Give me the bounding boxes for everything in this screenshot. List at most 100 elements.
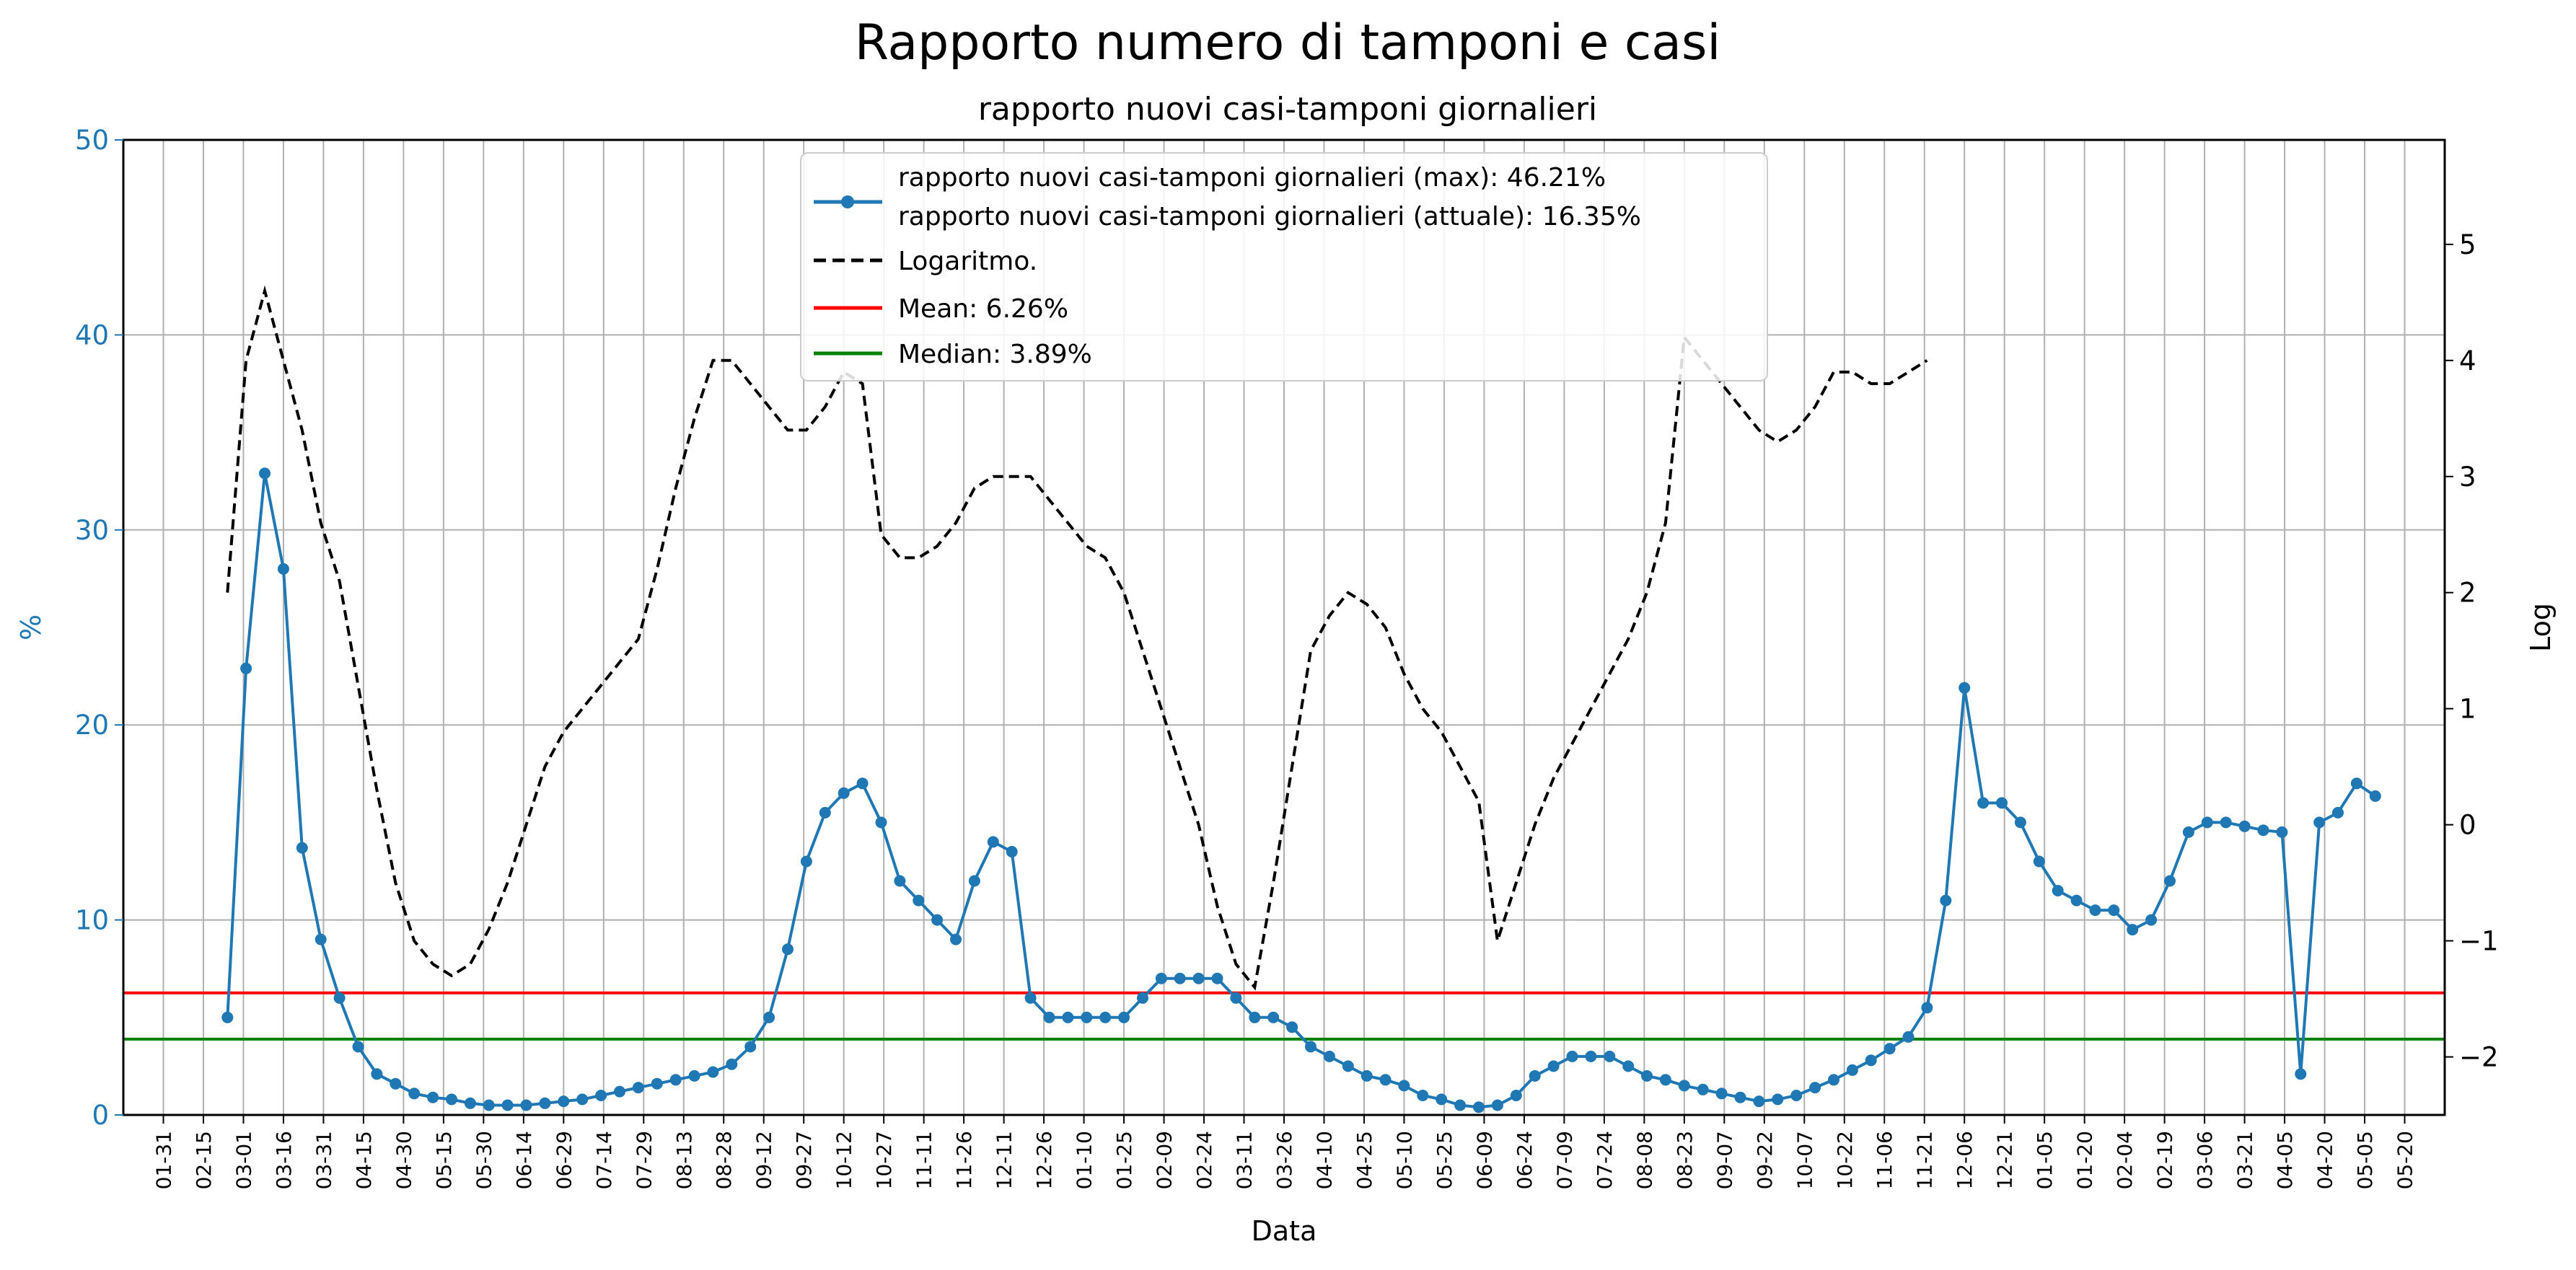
x-tick-label: 02-19	[2153, 1131, 2177, 1189]
ratio-point	[1398, 1080, 1410, 1092]
x-tick-label: 10-12	[832, 1131, 856, 1189]
x-tick-label: 12-11	[993, 1131, 1016, 1189]
ratio-point	[894, 875, 906, 887]
ratio-series	[221, 467, 2381, 1114]
x-tick-label: 05-20	[2393, 1131, 2417, 1189]
ratio-point	[651, 1077, 663, 1090]
ratio-point	[950, 933, 962, 945]
ratio-point	[427, 1091, 439, 1103]
ratio-point	[1921, 1002, 1933, 1014]
y-left-tick-label: 0	[92, 1100, 109, 1131]
legend-median-label: Median: 3.89%	[898, 340, 1092, 369]
x-tick-label: 02-04	[2113, 1131, 2137, 1189]
ratio-point	[875, 816, 887, 829]
x-tick-label: 01-31	[151, 1131, 175, 1189]
x-tick-label: 10-07	[1793, 1131, 1816, 1189]
ratio-point	[1305, 1041, 1316, 1053]
chart-title: Rapporto numero di tamponi e casi	[855, 14, 1721, 71]
ratio-point	[296, 842, 308, 854]
chart-subtitle: rapporto nuovi casi-tamponi giornalieri	[978, 91, 1597, 128]
ratio-point	[1211, 972, 1223, 984]
legend-ratio-current-label: rapporto nuovi casi-tamponi giornalieri …	[898, 202, 1641, 231]
ratio-point	[1790, 1090, 1803, 1101]
ratio-point	[259, 467, 271, 480]
x-tick-label: 03-31	[312, 1131, 335, 1189]
x-tick-label: 06-29	[552, 1131, 576, 1189]
ratio-point	[800, 855, 812, 868]
ratio-point	[240, 662, 252, 674]
ratio-point	[1846, 1064, 1858, 1076]
ratio-point	[1323, 1050, 1335, 1062]
ratio-point	[2145, 914, 2158, 926]
ratio-point	[595, 1090, 607, 1101]
ratio-point	[726, 1058, 738, 1070]
x-tick-label: 06-14	[512, 1131, 536, 1189]
ratio-point	[1547, 1060, 1560, 1072]
ratio-point	[1118, 1011, 1130, 1023]
ratio-point	[987, 836, 999, 848]
x-tick-label: 05-10	[1392, 1131, 1416, 1189]
ratio-point	[782, 943, 794, 956]
x-axis: 01-31 02-15 03-01 03-16 03-31 04-15 04-30 05-15…	[151, 1115, 2417, 1189]
ratio-point	[2182, 826, 2194, 838]
legend-mean-label: Mean: 6.26%	[898, 294, 1068, 324]
y-left-tick-label: 30	[75, 515, 109, 546]
ratio-point	[1491, 1099, 1503, 1111]
ratio-point	[2127, 924, 2139, 936]
ratio-point	[838, 787, 850, 799]
x-tick-label: 12-26	[1032, 1131, 1056, 1189]
ratio-point	[1137, 992, 1148, 1004]
ratio-point	[1604, 1050, 1616, 1062]
ratio-point	[1585, 1050, 1597, 1062]
ratio-point	[2238, 820, 2251, 832]
log-series	[226, 285, 1928, 991]
y-axis-left: 0 10 20 30 40 50	[75, 125, 123, 1131]
x-tick-label: 03-01	[232, 1131, 255, 1189]
ratio-point	[1043, 1011, 1055, 1023]
y-axis-left-label: %	[15, 614, 47, 640]
x-tick-label: 01-10	[1073, 1131, 1096, 1189]
ratio-point	[1940, 894, 1952, 907]
ratio-point	[1379, 1074, 1392, 1086]
x-tick-label: 02-09	[1153, 1131, 1177, 1189]
ratio-point	[2070, 894, 2083, 907]
y-left-tick-label: 20	[75, 710, 109, 741]
x-tick-label: 03-11	[1233, 1131, 1257, 1189]
y-right-tick-label: 5	[2459, 229, 2476, 260]
legend-ratio-marker	[841, 195, 854, 208]
ratio-point	[2033, 855, 2045, 868]
ratio-point	[1510, 1090, 1522, 1101]
x-tick-label: 04-10	[1312, 1131, 1336, 1189]
x-tick-label: 11-26	[952, 1131, 976, 1189]
x-tick-label: 03-26	[1272, 1131, 1296, 1189]
ratio-point	[2089, 904, 2101, 917]
x-tick-label: 08-13	[672, 1131, 696, 1189]
legend-ratio-max-label: rapporto nuovi casi-tamponi giornalieri …	[898, 163, 1606, 193]
ratio-point	[1678, 1080, 1690, 1092]
log-series-line	[226, 285, 1928, 991]
x-tick-label: 11-06	[1873, 1131, 1896, 1189]
ratio-point	[1249, 1011, 1261, 1023]
ratio-point	[1342, 1060, 1354, 1072]
y-right-tick-label: −1	[2459, 926, 2499, 957]
ratio-point	[2014, 816, 2026, 829]
x-tick-label: 05-25	[1433, 1131, 1456, 1189]
x-tick-label: 01-25	[1112, 1131, 1136, 1189]
x-axis-label: Data	[1252, 1215, 1317, 1247]
ratio-point	[1081, 1011, 1093, 1023]
x-tick-label: 04-25	[1353, 1131, 1376, 1189]
ratio-point	[1230, 992, 1242, 1004]
ratio-point	[856, 777, 869, 790]
ratio-point	[1902, 1031, 1915, 1043]
ratio-point	[221, 1011, 234, 1023]
ratio-point	[558, 1095, 570, 1108]
y-right-tick-label: 2	[2459, 578, 2476, 609]
ratio-point	[1006, 846, 1018, 857]
ratio-point	[1641, 1070, 1653, 1082]
ratio-point	[2052, 885, 2064, 896]
ratio-point	[1734, 1091, 1746, 1103]
y-right-tick-label: 3	[2459, 462, 2476, 493]
x-tick-label: 04-05	[2273, 1131, 2297, 1189]
x-tick-label: 01-05	[2033, 1131, 2057, 1189]
ratio-point	[614, 1085, 625, 1098]
